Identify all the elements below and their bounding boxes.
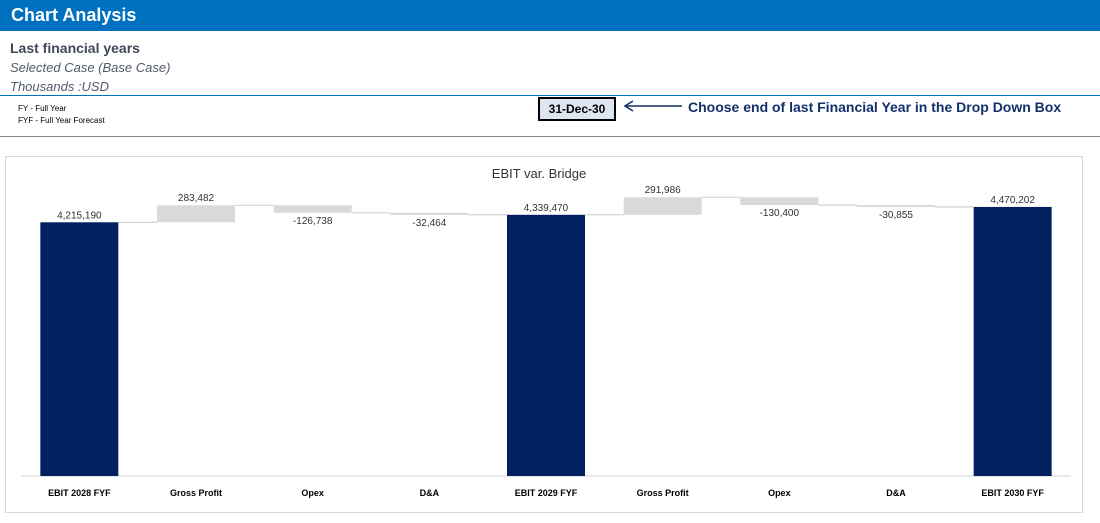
header-divider xyxy=(0,95,1100,96)
bar-7 xyxy=(740,197,819,206)
category-label-1: EBIT 2028 FYF xyxy=(48,488,111,498)
data-label-5: 4,339,470 xyxy=(524,203,569,214)
chart-title: EBIT var. Bridge xyxy=(492,166,586,181)
category-label-7: Opex xyxy=(768,488,791,498)
waterfall-chart: EBIT var. Bridge 4,215,190 EBIT 2028 FYF 28… xyxy=(21,166,1071,498)
instruction-text: Choose end of last Financial Year in the… xyxy=(688,99,1062,115)
bar-5 xyxy=(507,214,585,476)
category-label-2: Gross Profit xyxy=(170,488,222,498)
category-label-4: D&A xyxy=(420,488,440,498)
data-label-9: 4,470,202 xyxy=(990,195,1035,206)
chart-area: EBIT var. Bridge 4,215,190 EBIT 2028 FYF 28… xyxy=(5,156,1083,513)
category-label-5: EBIT 2029 FYF xyxy=(515,488,578,498)
bar-4 xyxy=(390,212,469,215)
category-label-8: D&A xyxy=(886,488,906,498)
date-dropdown[interactable]: 31-Dec-30 xyxy=(538,97,616,121)
bar-6 xyxy=(623,197,702,215)
case-label: Selected Case (Base Case) xyxy=(10,60,171,75)
section-divider xyxy=(0,136,1100,137)
data-label-8: -30,855 xyxy=(879,210,913,221)
section-title: Last financial years xyxy=(10,40,140,56)
data-label-7: -130,400 xyxy=(760,208,800,219)
app-title: Chart Analysis xyxy=(11,5,137,25)
data-label-6: 291,986 xyxy=(645,185,682,196)
note-fy: FY - Full Year xyxy=(18,104,67,113)
app-header: Chart Analysis xyxy=(0,0,1100,31)
note-fyf: FYF - Full Year Forecast xyxy=(18,116,105,125)
category-label-3: Opex xyxy=(301,488,324,498)
bar-3 xyxy=(273,205,352,213)
arrow-left-icon xyxy=(623,100,682,112)
category-label-6: Gross Profit xyxy=(637,488,689,498)
data-label-1: 4,215,190 xyxy=(57,210,102,221)
bar-1 xyxy=(40,222,119,476)
data-label-2: 283,482 xyxy=(178,193,215,204)
bar-9 xyxy=(973,206,1052,476)
bar-8 xyxy=(857,205,935,207)
data-label-4: -32,464 xyxy=(412,218,446,229)
units-label: Thousands :USD xyxy=(10,79,109,94)
category-label-9: EBIT 2030 FYF xyxy=(981,488,1044,498)
data-label-3: -126,738 xyxy=(293,216,333,227)
bar-2 xyxy=(157,205,235,223)
